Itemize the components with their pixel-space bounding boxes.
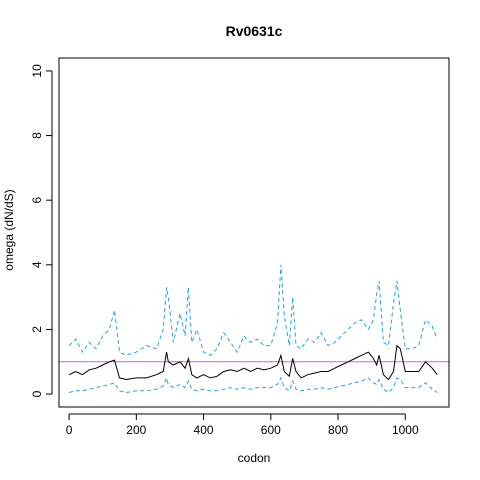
y-tick-label: 4 bbox=[30, 261, 44, 268]
plot-area bbox=[59, 264, 449, 394]
y-tick-label: 10 bbox=[30, 64, 44, 78]
y-tick-label: 6 bbox=[30, 197, 44, 204]
x-tick-label: 800 bbox=[328, 423, 348, 437]
x-tick-label: 600 bbox=[261, 423, 281, 437]
y-axis-label: omega (dN/dS) bbox=[2, 189, 16, 270]
y-tick-label: 2 bbox=[30, 326, 44, 333]
omega-line bbox=[68, 344, 438, 381]
upper-bound-line bbox=[68, 264, 438, 356]
y-tick-label: 0 bbox=[30, 390, 44, 397]
x-tick-label: 200 bbox=[126, 423, 146, 437]
x-tick-label: 0 bbox=[66, 423, 73, 437]
plot-frame bbox=[58, 57, 450, 408]
x-axis-label: codon bbox=[238, 451, 271, 465]
chart-title: Rv0631c bbox=[226, 23, 283, 39]
y-tick-label: 8 bbox=[30, 132, 44, 139]
lower-bound-line bbox=[68, 376, 438, 394]
x-tick-label: 400 bbox=[194, 423, 214, 437]
x-tick-label: 1000 bbox=[392, 423, 419, 437]
axes: 0 200 400 600 800 1000 0 2 4 6 8 10 bbox=[30, 64, 419, 437]
